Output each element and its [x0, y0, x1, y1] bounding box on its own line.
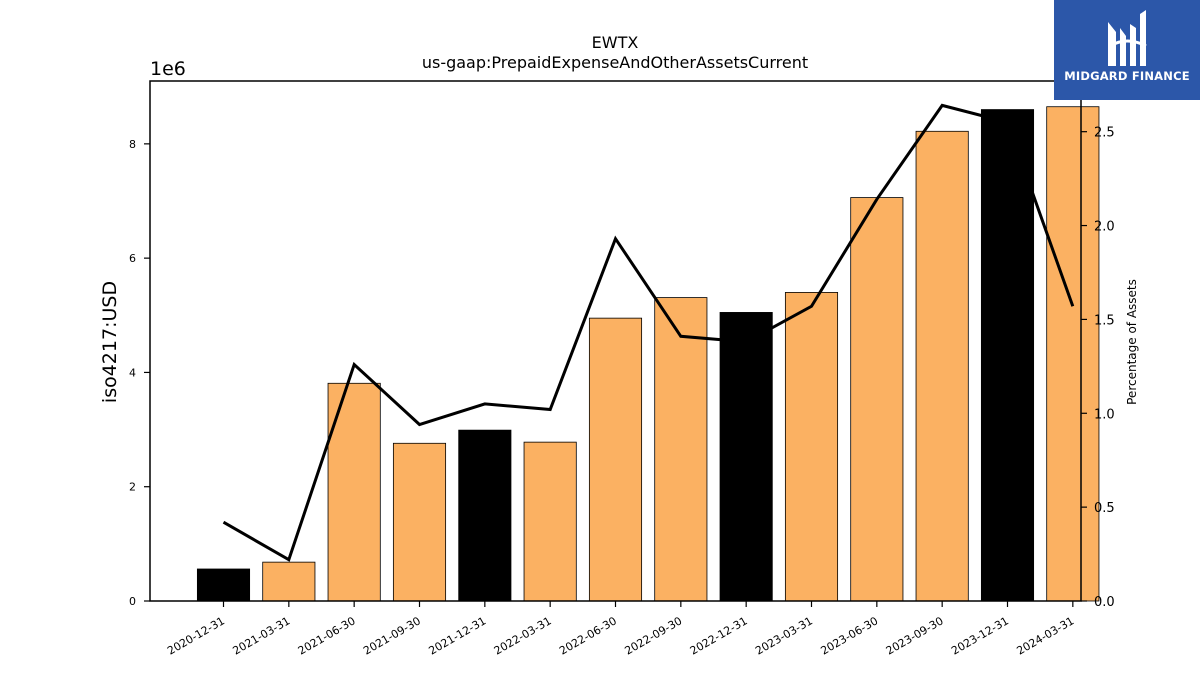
bar-2023-12-31 — [980, 109, 1035, 602]
x-tick-label: 2020-12-31 — [165, 614, 227, 657]
x-tick-label: 2023-03-31 — [753, 614, 815, 657]
x-tick-label: 2021-06-30 — [296, 614, 358, 657]
percentage-line — [222, 103, 1075, 562]
chart-title: EWTX — [592, 33, 639, 52]
bar-2020-12-31 — [196, 568, 251, 602]
x-tick-label: 2022-09-30 — [622, 614, 684, 657]
x-tick-label: 2022-03-31 — [492, 614, 554, 657]
x-tick-label: 2024-03-31 — [1014, 614, 1076, 657]
bar-2023-03-31 — [784, 292, 839, 602]
y2-tick-label: 2.0 — [1094, 220, 1115, 235]
y2-axis-label: Percentage of Assets — [1125, 279, 1139, 405]
x-tick-label: 2023-12-31 — [949, 614, 1011, 657]
x-tick-label: 2021-03-31 — [230, 614, 292, 657]
bar-2022-03-31 — [523, 441, 577, 602]
y2-tick-label: 0.0 — [1094, 595, 1115, 610]
bar-2024-03-31 — [1046, 106, 1100, 602]
chart-subtitle: us-gaap:PrepaidExpenseAndOtherAssetsCurr… — [422, 53, 808, 72]
x-tick-label: 2022-06-30 — [557, 614, 619, 657]
bar-2023-06-30 — [850, 197, 904, 602]
y2-tick-label: 1.0 — [1094, 407, 1115, 422]
y-tick-label: 4 — [129, 366, 136, 379]
x-tick-label: 2023-09-30 — [884, 614, 946, 657]
logo: MIDGARD FINANCE — [1054, 0, 1200, 100]
bar-2021-12-31 — [458, 429, 512, 602]
x-tick-label: 2022-12-31 — [688, 614, 750, 657]
x-tick-label: 2023-06-30 — [818, 614, 880, 657]
x-tick-label: 2021-12-31 — [426, 614, 488, 657]
y2-tick-label: 0.5 — [1094, 501, 1115, 516]
bar-2023-09-30 — [915, 130, 969, 602]
bar-2022-09-30 — [654, 297, 708, 602]
y2-tick-label: 2.5 — [1094, 126, 1115, 141]
y2-tick-label: 1.5 — [1094, 313, 1115, 328]
percentage-line-path — [222, 103, 1075, 562]
bar-2022-06-30 — [588, 317, 643, 602]
bars — [196, 106, 1100, 602]
x-tick-label: 2021-09-30 — [361, 614, 423, 657]
logo-mark-icon — [1108, 10, 1147, 66]
logo-text: MIDGARD FINANCE — [1064, 69, 1190, 83]
y-offset-label: 1e6 — [150, 58, 186, 80]
y-tick-label: 8 — [129, 138, 136, 151]
y-axis-label: iso4217:USD — [99, 281, 121, 403]
bar-2021-09-30 — [392, 442, 447, 602]
y-tick-label: 6 — [129, 252, 136, 265]
bar-2022-12-31 — [719, 312, 773, 602]
y-tick-label: 2 — [129, 481, 136, 494]
bar-2021-03-31 — [262, 561, 316, 602]
y-tick-label: 0 — [129, 595, 136, 608]
